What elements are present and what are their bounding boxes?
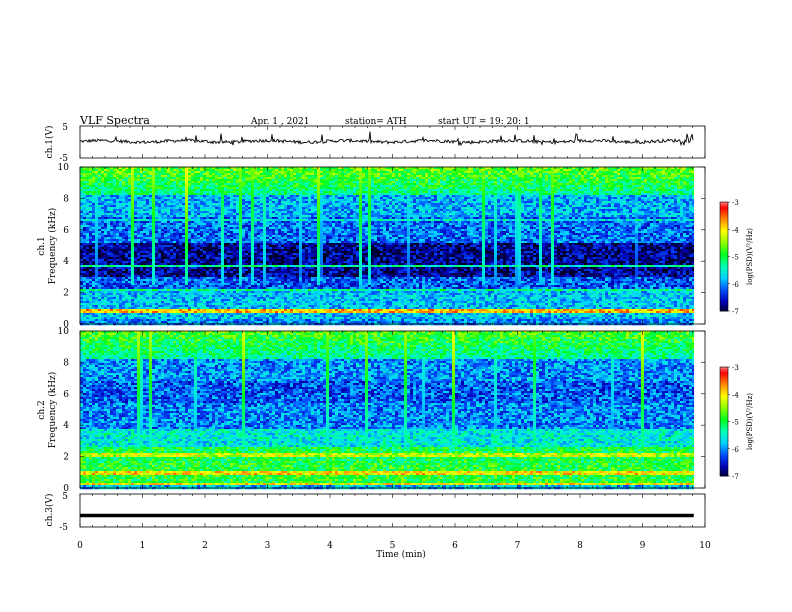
y-tick-label: 4 xyxy=(63,421,69,431)
x-tick-label: 4 xyxy=(327,541,333,551)
ch2-spectrogram-ylabel: Frequency (kHz) xyxy=(47,372,58,449)
colorbar-tick-label: -4 xyxy=(732,226,739,234)
colorbar-label: log(PSD)(V²/Hz) xyxy=(746,393,754,450)
y-tick-label: 2 xyxy=(63,289,69,299)
y-tick-label: 4 xyxy=(63,257,69,267)
colorbar-tick-label: -3 xyxy=(732,364,739,372)
ch3-ylabel: ch.3(V) xyxy=(44,494,55,527)
y-tick-label: 6 xyxy=(63,226,69,236)
ch3-ytick-top: 5 xyxy=(62,492,68,502)
ch3-waveform-frame xyxy=(80,494,705,527)
ch2-colorbar: -3 -4 -5 -6 -7 log(PSD)(V²/Hz) xyxy=(720,364,754,481)
y-tick-label: 10 xyxy=(58,163,70,173)
x-tick-label: 0 xyxy=(77,541,83,551)
ch1-ylabel: ch.1(V) xyxy=(44,126,55,159)
y-tick-label: 10 xyxy=(58,327,70,337)
colorbar-tick-label: -6 xyxy=(732,446,739,454)
x-tick-label: 1 xyxy=(140,541,146,551)
x-tick-label: 3 xyxy=(265,541,271,551)
ch1-spectrogram-channel-label: ch.1 xyxy=(37,236,47,255)
ch1-colorbar: -3 -4 -5 -6 -7 log(PSD)(V²/Hz) xyxy=(720,199,754,316)
colorbar-tick-label: -4 xyxy=(732,391,739,399)
date-label: Apr. 1 , 2021 xyxy=(250,117,310,127)
y-tick-label: 6 xyxy=(63,390,69,400)
y-tick-label: 8 xyxy=(63,194,69,204)
x-tick-label: 8 xyxy=(577,541,583,551)
colorbar-tick-label: -7 xyxy=(732,473,739,481)
x-tick-label: 7 xyxy=(515,541,521,551)
x-axis-label: Time (min) xyxy=(376,549,426,560)
colorbar-label: log(PSD)(V²/Hz) xyxy=(746,228,754,285)
y-tick-label: 2 xyxy=(63,453,69,463)
y-tick-label: 8 xyxy=(63,358,69,368)
x-tick-label: 9 xyxy=(640,541,646,551)
station-label: station= ATH xyxy=(345,117,407,127)
ch1-spectrogram-image xyxy=(80,167,694,325)
colorbar-tick-label: -6 xyxy=(732,281,739,289)
ch1-waveform-line xyxy=(80,132,693,146)
x-tick-label: 10 xyxy=(699,541,711,551)
colorbar-tick-label: -5 xyxy=(732,254,739,262)
colorbar-tick-label: -5 xyxy=(732,419,739,427)
figure-title: VLF Spectra xyxy=(79,114,150,127)
start-time-label: start UT = 19: 20: 1 xyxy=(438,117,530,127)
colorbar-tick-label: -3 xyxy=(732,199,739,207)
x-tick-label: 2 xyxy=(202,541,208,551)
ch3-waveform-ticks xyxy=(80,494,705,527)
ch3-waveform-panel: 5 -5 ch.3(V) xyxy=(44,492,705,533)
ch2-spectrogram-channel-label: ch.2 xyxy=(37,400,47,419)
x-tick-label: 6 xyxy=(452,541,458,551)
vlf-figure: VLF Spectra Apr. 1 , 2021 station= ATH s… xyxy=(0,0,792,612)
ch3-ytick-bottom: -5 xyxy=(59,523,68,533)
ch2-spectrogram-image xyxy=(80,331,694,489)
ch1-spectrogram-ylabel: Frequency (kHz) xyxy=(47,208,58,285)
ch1-waveform-panel: 5 -5 ch.1(V) xyxy=(44,123,705,164)
colorbar-tick-label: -7 xyxy=(732,308,739,316)
ch1-ytick-top: 5 xyxy=(62,123,68,133)
